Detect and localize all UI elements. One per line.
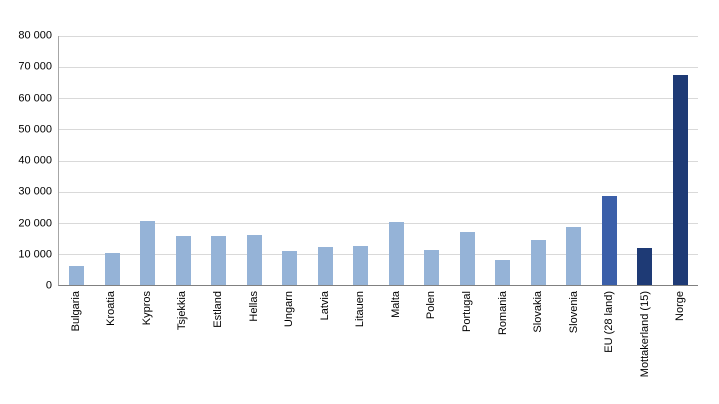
bar-slot <box>485 36 521 285</box>
x-label-slot: Slovenia <box>556 287 592 402</box>
x-axis-label: Mottakerland (15) <box>638 291 651 378</box>
x-label-slot: Mottakerland (15) <box>627 287 663 402</box>
x-label-slot: Portugal <box>449 287 485 402</box>
x-axis-label: Slovakia <box>532 291 545 333</box>
x-label-slot: Kypros <box>129 287 165 402</box>
x-axis-labels: Bulgaria Kroatia Kypros Tsjekkia Estland Hell… <box>58 287 698 402</box>
bar-slot <box>521 36 557 285</box>
y-tick-label: 30 000 <box>18 185 52 198</box>
y-tick-label: 50 000 <box>18 123 52 136</box>
bar-slot <box>166 36 202 285</box>
bar-slot <box>130 36 166 285</box>
bar-slot <box>308 36 344 285</box>
bar-hellas <box>246 234 262 285</box>
bar-estland <box>211 236 227 285</box>
x-label-slot: Malta <box>378 287 414 402</box>
y-tick-label: 20 000 <box>18 217 52 229</box>
bar-malta <box>388 221 404 285</box>
bar-slot <box>237 36 273 285</box>
x-axis-label: Malta <box>389 291 402 318</box>
gridline <box>59 160 698 162</box>
plot-area <box>58 36 698 286</box>
gridline <box>59 98 698 100</box>
x-axis-label: Kroatia <box>105 291 118 326</box>
gridline <box>59 191 698 193</box>
bar-tsjekkia <box>175 236 191 285</box>
bar-mottakerland-15 <box>637 247 653 285</box>
bar-slot <box>95 36 131 285</box>
x-axis-label: EU (28 land) <box>603 291 616 353</box>
bar-slot <box>627 36 663 285</box>
x-axis-label: Bulgaria <box>69 291 82 332</box>
gridlines <box>59 36 698 285</box>
x-label-slot: Slovakia <box>520 287 556 402</box>
x-label-slot: Litauen <box>343 287 379 402</box>
x-label-slot: Norge <box>663 287 699 402</box>
x-axis-label: Portugal <box>460 291 473 332</box>
x-axis-label: Polen <box>425 291 438 320</box>
bar-norge <box>672 74 688 285</box>
bar-polen <box>424 250 440 285</box>
gridline <box>59 222 698 224</box>
x-label-slot: EU (28 land) <box>591 287 627 402</box>
bar-slot <box>450 36 486 285</box>
bar-ungarn <box>282 251 298 285</box>
y-tick-label: 70 000 <box>18 60 52 73</box>
bar-slot <box>59 36 95 285</box>
x-axis-label: Tsjekkia <box>176 291 189 331</box>
bar-slot <box>556 36 592 285</box>
bar-latvia <box>317 247 333 285</box>
x-label-slot: Romania <box>485 287 521 402</box>
x-label-slot: Polen <box>414 287 450 402</box>
bar-slovenia <box>566 227 582 285</box>
x-axis-label: Hellas <box>247 291 260 322</box>
x-label-slot: Hellas <box>236 287 272 402</box>
x-label-slot: Bulgaria <box>58 287 94 402</box>
bar-slot <box>592 36 628 285</box>
bar-kroatia <box>104 252 120 285</box>
x-axis-label: Norge <box>674 291 687 321</box>
gridline <box>59 129 698 131</box>
gridline <box>59 36 698 37</box>
x-axis-label: Slovenia <box>567 291 580 334</box>
bar-slot <box>379 36 415 285</box>
bar-kypros <box>140 221 156 285</box>
bar-litauen <box>353 245 369 285</box>
x-label-slot: Kroatia <box>94 287 130 402</box>
bar-slot <box>272 36 308 285</box>
bar-slot <box>414 36 450 285</box>
gridline <box>59 253 698 255</box>
x-axis-label: Romania <box>496 291 509 336</box>
y-tick-label: 0 <box>45 279 52 292</box>
y-tick-label: 10 000 <box>18 248 52 261</box>
bar-slot <box>201 36 237 285</box>
y-tick-label: 80 000 <box>18 29 52 42</box>
bar-slovakia <box>530 240 546 285</box>
x-axis-label: Litauen <box>354 291 367 328</box>
x-label-slot: Latvia <box>307 287 343 402</box>
bar-portugal <box>459 231 475 285</box>
y-tick-label: 60 000 <box>18 92 52 104</box>
x-axis-label: Latvia <box>318 291 331 321</box>
x-label-slot: Estland <box>200 287 236 402</box>
bar-romania <box>495 260 511 285</box>
x-axis-label: Ungarn <box>283 291 296 328</box>
bar-bulgaria <box>69 266 85 285</box>
y-tick-label: 40 000 <box>18 154 52 167</box>
bars-row <box>59 36 698 285</box>
y-axis-labels: 0 10 000 20 000 30 000 40 000 50 000 60 000 70 … <box>0 30 52 291</box>
bar-slot <box>663 36 699 285</box>
bar-slot <box>343 36 379 285</box>
x-label-slot: Ungarn <box>271 287 307 402</box>
gridline <box>59 67 698 69</box>
x-axis-label: Estland <box>212 291 225 328</box>
x-axis-label: Kypros <box>140 291 153 326</box>
bar-eu-28-land <box>601 195 617 285</box>
x-label-slot: Tsjekkia <box>165 287 201 402</box>
